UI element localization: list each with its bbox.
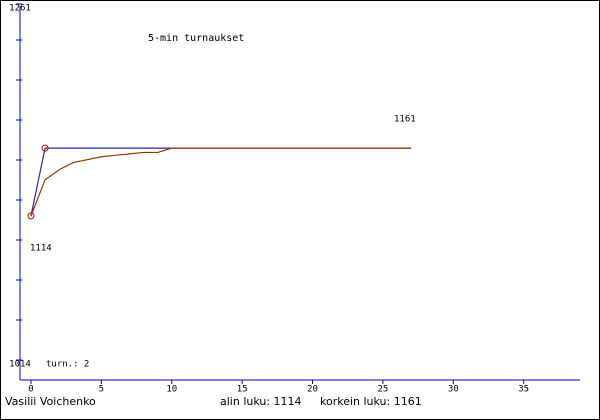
y-tick-label: 1014 bbox=[9, 360, 31, 370]
x-tick-label: 5 bbox=[99, 385, 104, 395]
annotation: turn.: 2 bbox=[46, 360, 89, 370]
footer-player: Vasilii Voichenko bbox=[5, 395, 96, 408]
x-tick-label: 15 bbox=[237, 385, 248, 395]
footer-high: korkein luku: 1161 bbox=[320, 395, 422, 408]
x-tick-label: 0 bbox=[28, 385, 33, 395]
annotation: 1114 bbox=[30, 244, 52, 254]
x-tick-label: 35 bbox=[518, 385, 529, 395]
series-line bbox=[30, 147, 412, 217]
annotation: 1161 bbox=[394, 115, 416, 125]
x-tick-label: 10 bbox=[166, 385, 177, 395]
x-tick-label: 20 bbox=[307, 385, 318, 395]
x-tick-label: 25 bbox=[377, 385, 388, 395]
chart-title: 5-min turnaukset bbox=[148, 33, 244, 44]
point-marker bbox=[27, 212, 35, 220]
footer-low: alin luku: 1114 bbox=[220, 395, 302, 408]
y-tick-label: 1261 bbox=[9, 4, 31, 14]
x-tick-label: 30 bbox=[448, 385, 459, 395]
point-marker bbox=[41, 144, 49, 152]
minor-ticks bbox=[16, 39, 22, 321]
